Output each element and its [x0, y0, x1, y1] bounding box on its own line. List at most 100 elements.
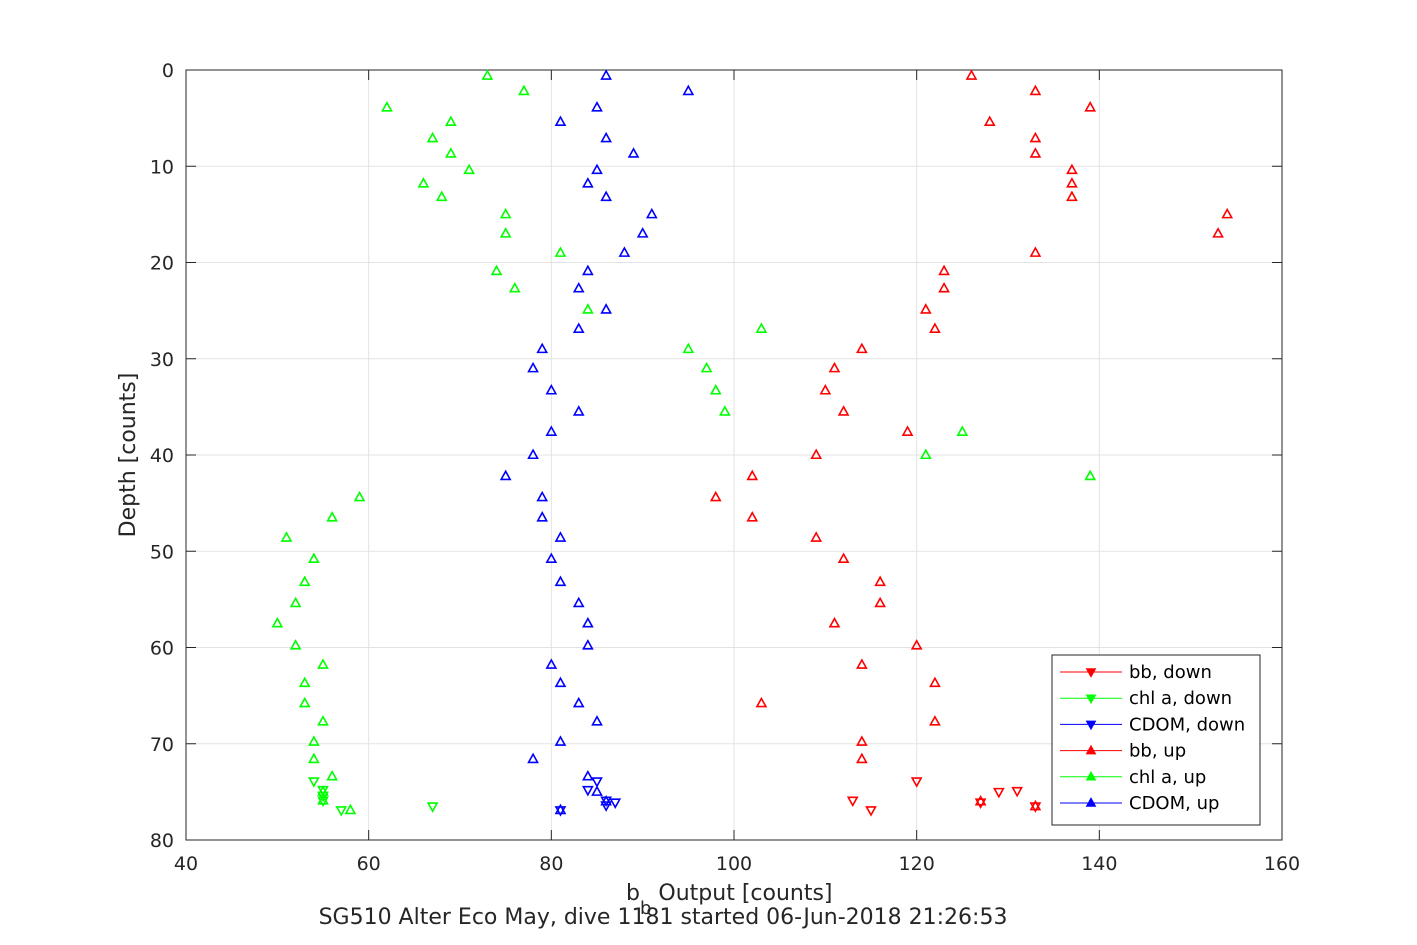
y-tick-label: 60	[150, 638, 174, 660]
x-tick-label: 160	[1264, 853, 1300, 875]
data-point	[289, 639, 302, 650]
data-point	[280, 531, 293, 542]
data-point	[545, 552, 558, 563]
data-point	[527, 448, 539, 460]
legend-label: chl a, down	[1129, 688, 1232, 709]
data-point	[308, 552, 320, 563]
data-point	[810, 531, 823, 542]
data-point	[381, 101, 393, 112]
data-point	[582, 177, 594, 188]
data-point	[490, 264, 503, 276]
data-point	[1029, 147, 1042, 158]
data-point	[965, 69, 978, 80]
data-point	[582, 303, 594, 314]
data-point	[308, 735, 320, 746]
data-point	[317, 715, 329, 726]
data-point	[572, 281, 585, 293]
data-point	[856, 752, 868, 764]
legend-marker	[1085, 694, 1097, 705]
data-point	[682, 84, 695, 96]
legend-marker	[1085, 797, 1097, 807]
data-point	[554, 735, 567, 746]
data-point	[591, 785, 603, 796]
legend-marker	[1085, 744, 1097, 755]
legend-item: CDOM, up	[1060, 793, 1219, 814]
data-point	[582, 264, 594, 276]
data-point	[919, 448, 932, 460]
data-point	[956, 425, 969, 436]
data-point	[344, 803, 357, 815]
data-point	[582, 639, 594, 650]
data-point	[645, 207, 658, 219]
data-point	[600, 69, 612, 80]
data-point	[1011, 786, 1023, 798]
x-tick-label: 80	[539, 853, 563, 875]
data-point	[499, 207, 512, 219]
figure-caption: SG510 Alter Eco May, dive 1181 started 0…	[319, 905, 1008, 930]
data-point	[527, 752, 539, 764]
data-point	[856, 658, 868, 669]
data-point	[1066, 190, 1078, 202]
series-4	[271, 69, 1097, 815]
data-point	[755, 322, 768, 333]
data-point	[554, 531, 567, 542]
data-point	[755, 696, 768, 708]
x-axis-label-main: b	[626, 881, 640, 906]
x-tick-label: 100	[716, 853, 752, 875]
data-point	[572, 405, 585, 416]
data-point	[919, 303, 932, 314]
y-tick-label: 30	[150, 349, 174, 371]
data-point	[298, 575, 311, 587]
legend-item: CDOM, down	[1060, 714, 1245, 735]
data-point	[910, 777, 923, 788]
legend-label: chl a, up	[1129, 767, 1206, 788]
data-point	[353, 490, 366, 502]
legend-box	[1051, 654, 1261, 826]
data-point	[545, 425, 558, 436]
data-point	[317, 794, 329, 805]
legend-label: bb, up	[1129, 741, 1186, 762]
legend-marker	[1085, 668, 1097, 678]
legend-item: chl a, down	[1060, 688, 1232, 709]
series-3	[709, 69, 1234, 811]
data-point	[1221, 207, 1234, 219]
data-point	[709, 384, 722, 395]
data-point	[591, 163, 603, 175]
data-point	[910, 639, 923, 650]
y-axis: 0 10 20 30 40 50 60 70 80	[150, 60, 1282, 852]
y-tick-label: 0	[162, 60, 174, 82]
data-point	[554, 676, 567, 688]
data-point	[846, 796, 859, 808]
data-point	[445, 147, 457, 158]
legend-marker	[1085, 770, 1097, 781]
data-point	[837, 552, 850, 563]
legend-label: bb, down	[1129, 662, 1212, 683]
series-5	[499, 69, 695, 815]
legend-item: chl a, up	[1060, 767, 1206, 788]
data-point	[1084, 469, 1097, 481]
data-point	[1029, 84, 1042, 96]
legend-label: CDOM, up	[1129, 793, 1219, 814]
data-point	[499, 227, 512, 238]
data-point	[308, 777, 320, 788]
data-point	[719, 405, 731, 416]
data-point	[938, 264, 950, 276]
data-point	[536, 342, 549, 354]
data-point	[1066, 177, 1078, 188]
y-tick-label: 40	[150, 445, 174, 467]
data-point	[572, 696, 585, 708]
data-point	[426, 802, 439, 813]
data-point	[554, 803, 567, 815]
data-point	[856, 735, 868, 746]
data-point	[426, 131, 439, 143]
x-axis-label-subscript: b	[640, 898, 651, 919]
grid-lines	[185, 69, 1283, 841]
data-point	[582, 616, 594, 628]
data-point	[983, 115, 996, 127]
data-point	[326, 511, 338, 522]
data-point	[527, 361, 539, 373]
data-point	[609, 798, 622, 809]
legend-marker	[1085, 720, 1097, 731]
data-point	[554, 246, 567, 257]
